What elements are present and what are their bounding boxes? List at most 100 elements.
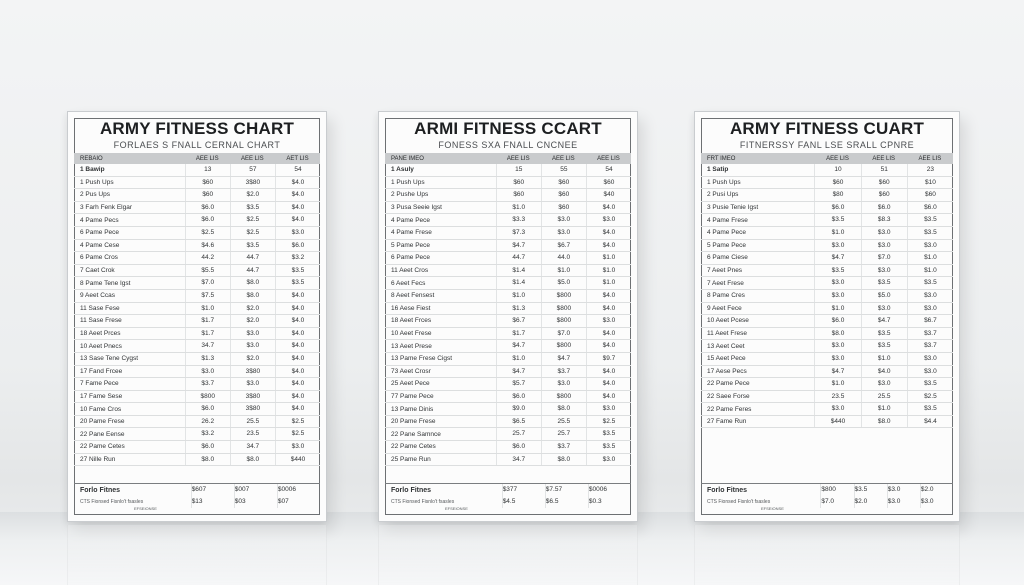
sheet-subtitle: FONESS SXA FNALL CNCNEE xyxy=(438,140,578,150)
exercise-name: 9 Aeet Fece xyxy=(707,304,742,312)
score-cell: $3.0 xyxy=(540,226,586,239)
column-header: AEE LIS xyxy=(552,155,575,162)
table-row: 17 Fand Frcee $3.0 3$80 $4.0 xyxy=(74,365,320,379)
score-cell: $6.0 xyxy=(814,315,860,327)
exercise-name: 4 Pame Frese xyxy=(707,216,748,224)
score-cell: 3$80 xyxy=(229,390,275,403)
footer-value: $2.0 xyxy=(853,496,887,508)
footer-value: $3.0 xyxy=(919,496,953,508)
score-cell: $4.0 xyxy=(585,201,631,214)
score-cell: 57 xyxy=(229,164,275,176)
table-row: 22 Pame Cetes $6.0 $3.7 $3.5 xyxy=(385,441,631,454)
score-cell: $3.0 xyxy=(229,327,275,340)
score-cell: $1.0 xyxy=(495,201,541,214)
score-cell: $4.7 xyxy=(860,315,907,327)
table-row: 1 Asuly 15 55 54 xyxy=(385,164,631,177)
footer-note: CTS Fionsed Fisnlo't fsasles xyxy=(80,499,144,505)
footer-note-small: EFSEIONSE xyxy=(445,506,468,511)
sheet-reflection xyxy=(67,525,327,585)
score-cell: $4.4 xyxy=(906,415,953,428)
footer-title: Forlo Fitnes xyxy=(80,486,121,494)
exercise-name: 13 Pame Frese Cigst xyxy=(391,355,453,363)
score-cell: 54 xyxy=(585,164,631,176)
sheet-title: ARMY FITNESS CUART xyxy=(729,119,925,138)
table-row: 27 Fame Run $440 $8.0 $4.4 xyxy=(701,415,953,429)
exercise-name: 1 Push Ups xyxy=(391,178,425,186)
table-row: 18 Aeet Frces $6.7 $800 $3.0 xyxy=(385,315,631,328)
table-row: 6 Pame Pece $2.5 $2.5 $3.0 xyxy=(74,226,320,240)
fitness-table: FRT IMEO AEE LIS AEE LIS AEE LIS 1 Satip 10 51… xyxy=(701,153,953,429)
score-cell: 15 xyxy=(495,164,541,176)
exercise-name: 16 Aese Fiest xyxy=(391,304,431,312)
score-cell: $60 xyxy=(540,189,586,201)
score-cell: $8.0 xyxy=(229,453,275,466)
score-cell: $3.0 xyxy=(184,365,230,378)
table-row: 7 Aeet Pnes $3.5 $3.0 $1.0 xyxy=(701,264,953,278)
column-header: AET LIS xyxy=(286,155,309,162)
exercise-name: 73 Aeet Crosr xyxy=(391,367,431,375)
score-cell: $60 xyxy=(906,189,953,201)
score-cell: $6.0 xyxy=(274,239,320,252)
table-row: 6 Pame Pece 44.7 44.0 $1.0 xyxy=(385,252,631,265)
floor-surface xyxy=(0,512,1024,585)
score-cell: $3.0 xyxy=(814,340,860,352)
score-cell: $4.0 xyxy=(274,378,320,390)
score-cell: $440 xyxy=(274,453,320,466)
sheet-reflection xyxy=(694,525,960,585)
table-row: 22 Pame Cetes $6.0 34.7 $3.0 xyxy=(74,441,320,454)
score-cell: $800 xyxy=(540,340,586,352)
score-cell: $60 xyxy=(495,176,541,189)
exercise-name: 10 Fame Cros xyxy=(80,405,122,413)
score-cell: $4.0 xyxy=(274,352,320,365)
exercise-name: 10 Aeet Frese xyxy=(391,330,432,338)
exercise-name: 7 Aeet Pnes xyxy=(707,267,743,275)
score-cell: $1.3 xyxy=(184,352,230,365)
score-cell: $60 xyxy=(540,176,586,189)
column-header: AEE LIS xyxy=(597,155,620,162)
table-header-row: FRT IMEO AEE LIS AEE LIS AEE LIS xyxy=(701,153,953,164)
table-row: 25 Aeet Pece $5.7 $3.0 $4.0 xyxy=(385,378,631,391)
exercise-name: 4 Pame Pece xyxy=(391,216,431,224)
score-cell: $8.0 xyxy=(540,403,586,415)
score-cell: $4.7 xyxy=(495,365,541,378)
table-header-row: REBAIO AEE LIS AEE LIS AET LIS xyxy=(74,153,320,164)
table-row: 3 Pusie Tenie Igst $6.0 $6.0 $6.0 xyxy=(701,201,953,215)
exercise-name: 8 Pame Tene Igst xyxy=(80,279,131,287)
score-cell: 25.5 xyxy=(860,390,907,403)
table-row: 22 Pame Feres $3.0 $1.0 $3.5 xyxy=(701,403,953,416)
column-header: REBAIO xyxy=(80,155,103,162)
exercise-name: 4 Pame Cese xyxy=(80,241,120,249)
score-cell: $3.0 xyxy=(814,277,860,289)
score-cell: $7.0 xyxy=(184,277,230,289)
score-cell: $3.5 xyxy=(860,277,907,289)
score-cell: 25.7 xyxy=(540,428,586,441)
score-cell: 23.5 xyxy=(229,428,275,441)
table-row: 73 Aeet Crosr $4.7 $3.7 $4.0 xyxy=(385,365,631,379)
sheet-border xyxy=(74,118,320,515)
footer-value: $3.5 xyxy=(853,484,887,496)
score-cell: $4.0 xyxy=(274,289,320,302)
score-cell: $3.0 xyxy=(906,289,953,302)
exercise-name: 11 Aeet Cros xyxy=(391,267,429,275)
column-header: AEE LIS xyxy=(195,155,219,162)
exercise-name: 7 Aeet Frese xyxy=(707,279,744,287)
exercise-name: 2 Pus Ups xyxy=(80,191,110,199)
score-cell: $3.0 xyxy=(860,264,907,277)
footer-label: Forlo Fitnes xyxy=(385,487,502,494)
table-row: 20 Pame Frese 26.2 25.5 $2.5 xyxy=(74,415,320,429)
score-cell: $6.0 xyxy=(814,201,860,214)
score-cell: $6.0 xyxy=(906,201,953,214)
exercise-name: 4 Pame Pecs xyxy=(80,216,119,224)
score-cell: $4.0 xyxy=(585,327,631,340)
exercise-name: 22 Pame Cetes xyxy=(80,443,125,451)
column-header: PANE IMEO xyxy=(391,155,424,162)
score-cell: $2.0 xyxy=(229,302,275,315)
exercise-name: 22 Saee Forse xyxy=(707,392,750,400)
score-cell: $7.0 xyxy=(860,252,907,264)
sheet-title: ARMI FITNESS CCART xyxy=(414,119,602,138)
score-cell: $7.3 xyxy=(495,226,541,239)
exercise-name: 11 Sase Frese xyxy=(80,317,122,325)
fitness-chart-sheet-2: ARMI FITNESS CCART FONESS SXA FNALL CNCN… xyxy=(378,111,638,522)
table-row: 5 Pame Pece $4.7 $6.7 $4.0 xyxy=(385,239,631,253)
fitness-table: REBAIO AEE LIS AEE LIS AET LIS 1 Bawip 13 57 54… xyxy=(74,153,320,467)
